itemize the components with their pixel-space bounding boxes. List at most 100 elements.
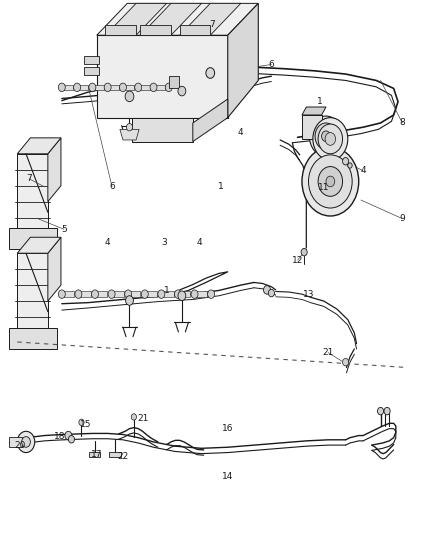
Circle shape [302,147,359,216]
Circle shape [313,118,348,160]
Bar [84,67,99,75]
Bar [89,451,100,457]
Circle shape [178,291,186,301]
Polygon shape [180,25,210,35]
Circle shape [125,91,134,102]
Text: 4: 4 [238,128,244,137]
Circle shape [21,437,30,447]
Text: 21: 21 [322,348,334,357]
Polygon shape [17,237,61,253]
Text: 1: 1 [164,286,170,295]
Text: 3: 3 [162,238,167,247]
Circle shape [309,116,343,157]
Circle shape [348,163,352,168]
Text: 6: 6 [268,60,274,69]
Circle shape [120,83,127,92]
Circle shape [108,290,115,298]
Bar [110,85,119,90]
Polygon shape [193,99,228,142]
Circle shape [384,407,390,415]
Polygon shape [17,154,48,228]
Bar [163,292,173,297]
Bar [79,85,88,90]
Polygon shape [169,76,179,88]
Text: 14: 14 [222,472,233,481]
Bar [125,85,134,90]
Text: 7: 7 [209,20,215,29]
Bar [80,292,91,297]
Polygon shape [228,3,258,118]
Circle shape [79,419,84,425]
Polygon shape [141,3,201,35]
Bar [97,292,107,297]
Circle shape [75,290,82,298]
Polygon shape [120,130,139,140]
Circle shape [125,290,132,298]
Text: 5: 5 [61,225,67,234]
Bar [180,292,190,297]
Circle shape [65,431,72,440]
Circle shape [308,155,352,208]
Bar [155,85,165,90]
Circle shape [191,290,198,298]
Text: 11: 11 [318,183,329,192]
Circle shape [150,83,157,92]
Polygon shape [132,118,193,142]
Polygon shape [302,107,326,115]
Circle shape [318,166,343,196]
Polygon shape [97,3,258,35]
Bar [94,85,104,90]
Text: 21: 21 [137,414,148,423]
Circle shape [127,124,133,131]
Circle shape [165,83,172,92]
Polygon shape [17,138,61,154]
Polygon shape [48,237,61,301]
Circle shape [89,83,96,92]
Text: 15: 15 [80,420,92,429]
Bar [147,292,157,297]
Circle shape [141,290,148,298]
Polygon shape [10,437,21,447]
Text: 1: 1 [317,97,322,106]
Polygon shape [106,3,166,35]
Bar [84,56,99,64]
Polygon shape [9,228,57,249]
Text: 18: 18 [54,432,65,441]
Circle shape [68,435,74,443]
Polygon shape [106,25,136,35]
Bar [64,292,74,297]
Text: 9: 9 [399,214,405,223]
Circle shape [343,158,349,165]
Circle shape [158,290,165,298]
Circle shape [301,248,307,256]
Circle shape [178,86,186,96]
Polygon shape [48,138,61,201]
Text: 4: 4 [105,238,110,247]
Circle shape [325,133,336,146]
Polygon shape [141,25,171,35]
Text: 12: 12 [292,256,303,264]
Text: 16: 16 [222,424,233,433]
Circle shape [74,83,81,92]
Bar [196,292,207,297]
Bar [130,292,141,297]
Bar [140,85,150,90]
Text: 13: 13 [303,290,314,299]
Bar [110,451,121,457]
Circle shape [126,296,134,305]
Circle shape [135,83,142,92]
Bar [113,292,124,297]
Text: 4: 4 [197,238,202,247]
Circle shape [58,83,65,92]
Polygon shape [17,253,48,328]
Circle shape [17,431,35,453]
Circle shape [268,289,275,297]
Circle shape [321,131,330,142]
Polygon shape [9,328,57,349]
Bar [64,85,73,90]
Circle shape [208,290,215,298]
Circle shape [378,407,384,415]
Circle shape [343,359,349,366]
Text: 7: 7 [26,174,32,183]
Circle shape [131,414,137,420]
